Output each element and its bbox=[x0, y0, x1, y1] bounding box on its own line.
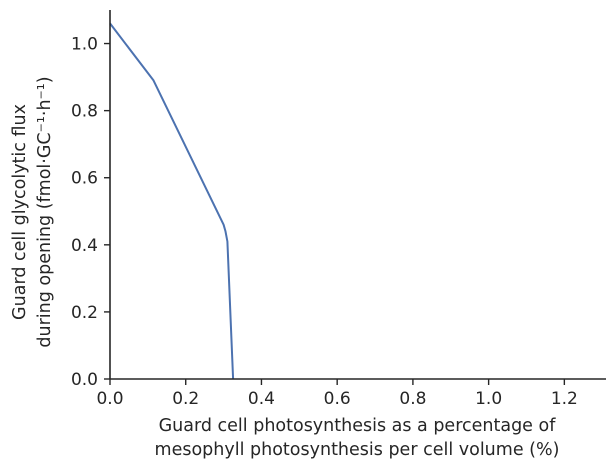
series-layer bbox=[109, 22, 235, 380]
y-tick-label: 1.0 bbox=[71, 35, 98, 55]
x-tick-label: 1.0 bbox=[475, 389, 502, 409]
y-tick-label: 0.2 bbox=[71, 303, 98, 323]
series-line bbox=[109, 22, 235, 380]
x-axis-label-line-1: Guard cell photosynthesis as a percentag… bbox=[159, 416, 557, 436]
x-tick-label: 0.8 bbox=[399, 389, 426, 409]
x-axis-ticks: 0.0 0.2 0.4 0.6 0.8 1.0 1.2 bbox=[96, 379, 578, 409]
y-tick-label: 0.4 bbox=[71, 236, 98, 256]
y-axis-ticks: 0.0 0.2 0.4 0.6 0.8 1.0 bbox=[71, 35, 110, 390]
y-tick-label: 0.6 bbox=[71, 169, 98, 189]
y-axis-label-line-1: Guard cell glycolytic flux bbox=[10, 104, 30, 320]
x-tick-label: 1.2 bbox=[551, 389, 578, 409]
y-tick-label: 0.0 bbox=[71, 370, 98, 390]
x-axis-label-line-2: mesophyll photosynthesis per cell volume… bbox=[155, 440, 560, 460]
y-tick-label: 0.8 bbox=[71, 102, 98, 122]
x-tick-label: 0.4 bbox=[248, 389, 275, 409]
y-axis-label-line-2: during opening (fmol·GC⁻¹·h⁻¹) bbox=[35, 76, 55, 347]
x-tick-label: 0.2 bbox=[172, 389, 199, 409]
x-tick-label: 0.0 bbox=[96, 389, 123, 409]
x-tick-label: 0.6 bbox=[324, 389, 351, 409]
